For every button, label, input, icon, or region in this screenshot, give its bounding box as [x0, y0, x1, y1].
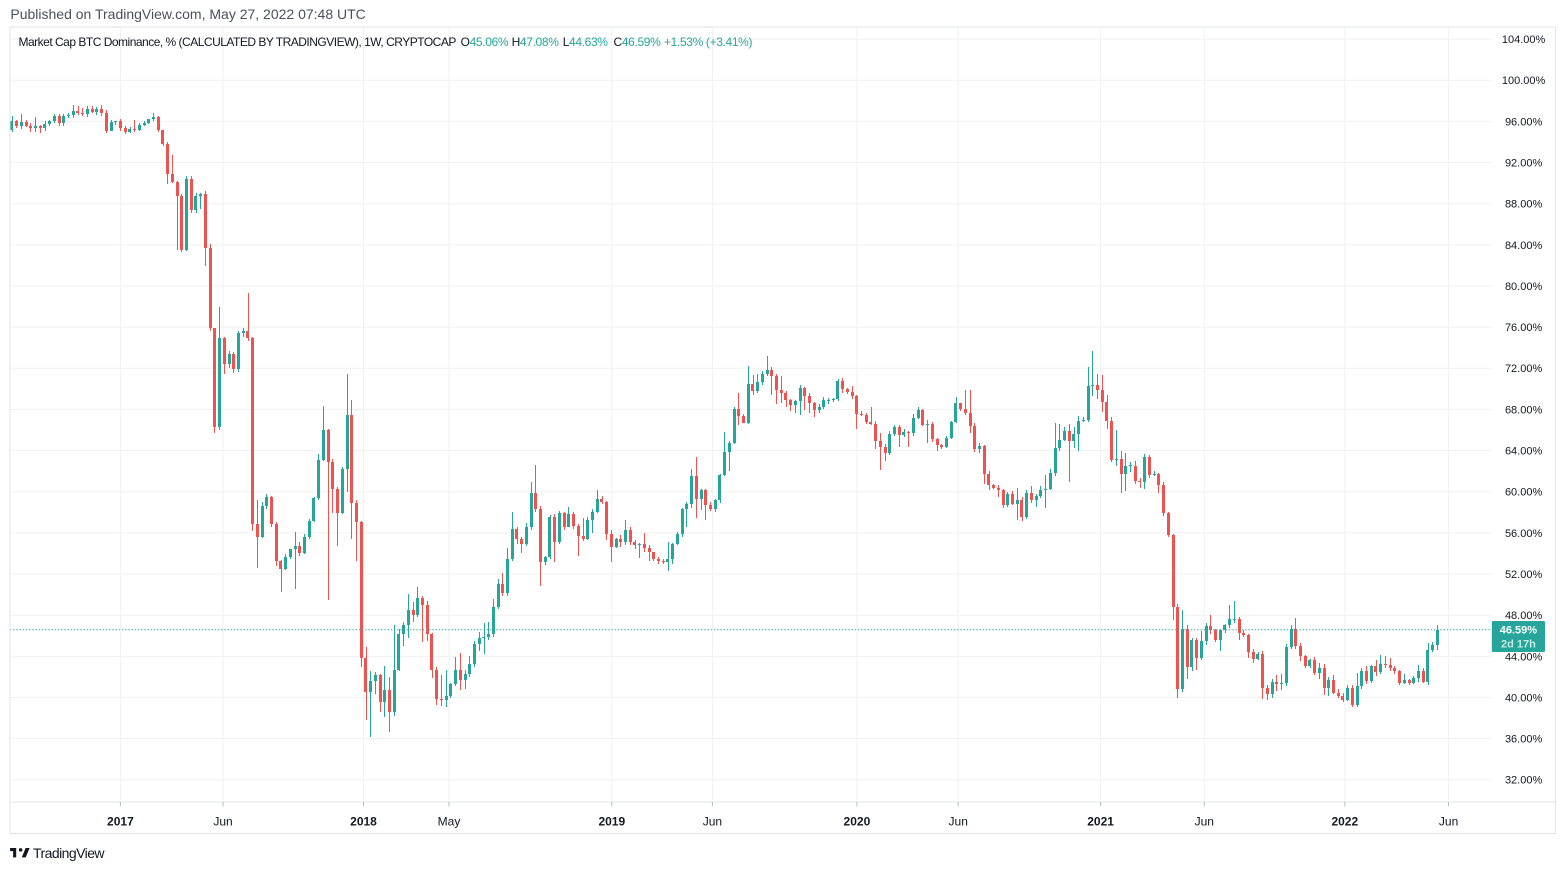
svg-text:2020: 2020 [844, 815, 871, 829]
svg-text:32.00%: 32.00% [1505, 775, 1543, 787]
svg-text:64.00%: 64.00% [1505, 446, 1543, 458]
svg-text:100.00%: 100.00% [1502, 75, 1546, 87]
svg-text:2018: 2018 [350, 815, 377, 829]
svg-text:96.00%: 96.00% [1505, 116, 1543, 128]
svg-text:C46.59%: C46.59% [614, 35, 662, 49]
svg-text:+1.53% (+3.41%): +1.53% (+3.41%) [664, 35, 752, 49]
svg-text:92.00%: 92.00% [1505, 157, 1543, 169]
svg-text:L44.63%: L44.63% [563, 35, 609, 49]
svg-text:72.00%: 72.00% [1505, 363, 1543, 375]
svg-text:2d 17h: 2d 17h [1501, 639, 1536, 651]
svg-text:Jun: Jun [213, 815, 232, 829]
svg-text:80.00%: 80.00% [1505, 281, 1543, 293]
svg-text:84.00%: 84.00% [1505, 240, 1543, 252]
svg-text:44.00%: 44.00% [1505, 651, 1543, 663]
svg-text:Published on TradingView.com,: Published on TradingView.com, May 27, 20… [10, 6, 365, 22]
svg-text:Jun: Jun [1439, 815, 1458, 829]
svg-text:Jun: Jun [703, 815, 722, 829]
svg-text:2019: 2019 [598, 815, 625, 829]
svg-text:76.00%: 76.00% [1505, 322, 1543, 334]
svg-text:40.00%: 40.00% [1505, 692, 1543, 704]
svg-text:104.00%: 104.00% [1502, 34, 1546, 46]
svg-text:Market Cap BTC Dominance, % (C: Market Cap BTC Dominance, % (CALCULATED … [19, 35, 457, 49]
svg-text:88.00%: 88.00% [1505, 199, 1543, 211]
svg-text:56.00%: 56.00% [1505, 528, 1543, 540]
svg-text:2017: 2017 [107, 815, 134, 829]
svg-text:46.59%: 46.59% [1500, 625, 1538, 637]
svg-text:36.00%: 36.00% [1505, 734, 1543, 746]
svg-text:52.00%: 52.00% [1505, 569, 1543, 581]
svg-text:68.00%: 68.00% [1505, 404, 1543, 416]
svg-text:O45.06%: O45.06% [461, 35, 509, 49]
svg-text:2021: 2021 [1087, 815, 1114, 829]
svg-text:48.00%: 48.00% [1505, 610, 1543, 622]
svg-text:Jun: Jun [1195, 815, 1214, 829]
svg-text:TradingView: TradingView [33, 845, 105, 861]
svg-text:Jun: Jun [949, 815, 968, 829]
svg-text:May: May [438, 815, 461, 829]
svg-text:2022: 2022 [1331, 815, 1358, 829]
svg-text:H47.08%: H47.08% [512, 35, 560, 49]
svg-text:60.00%: 60.00% [1505, 487, 1543, 499]
